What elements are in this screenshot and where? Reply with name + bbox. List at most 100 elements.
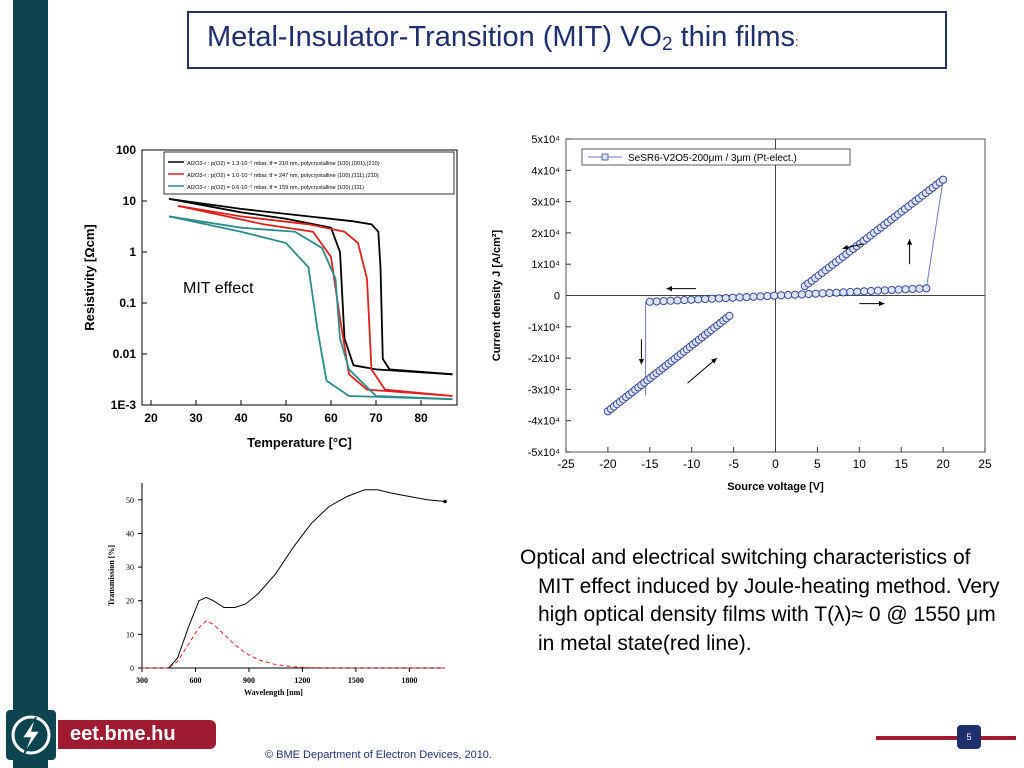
resistivity-series-heating (168, 215, 453, 401)
iv-data-point (853, 287, 862, 296)
y-tick-label: 20 (126, 597, 134, 606)
iv-data-point (749, 292, 758, 301)
y-tick-label: 0.1 (119, 296, 136, 310)
iv-data-point (694, 295, 703, 304)
y-tick-label: 4x10⁴ (531, 165, 560, 177)
x-tick-label: 60 (324, 411, 338, 425)
iv-data-point (939, 175, 948, 184)
x-tick-label: -5 (728, 457, 739, 471)
x-tick-label: 80 (414, 411, 428, 425)
iv-data-point (687, 295, 696, 304)
bme-logo (6, 710, 56, 760)
iv-data-point (714, 294, 724, 303)
footer-url[interactable]: eet.bme.hu (58, 720, 216, 749)
copyright-text: © BME Department of Electron Devices, 20… (265, 749, 492, 761)
y-tick-label: 30 (126, 563, 134, 572)
y-tick-label: -5x10⁴ (528, 447, 561, 459)
x-axis-label: Source voltage [V] (727, 481, 824, 493)
direction-arrowhead (906, 239, 913, 245)
x-tick-label: 30 (189, 411, 203, 425)
lightning-icon (11, 715, 51, 755)
y-tick-label: 1 (129, 245, 136, 259)
y-tick-label: 3x10⁴ (531, 197, 560, 209)
iv-data-point (645, 297, 654, 306)
x-tick-label: 20 (936, 457, 950, 471)
x-axis-label: Temperature [°C] (247, 435, 352, 450)
resistivity-chart: 20 30 40 50 60 70 80 100 10 1 0.1 0.01 1E-3 Temperatu… (82, 143, 458, 450)
iv-data-point (818, 289, 827, 298)
y-axis-label: Resistivity [Ωcm] (82, 224, 97, 331)
resistivity-series-cooling (177, 205, 453, 397)
x-tick-label: 40 (234, 411, 248, 425)
iv-data-point (756, 292, 765, 301)
iv-data-point (825, 288, 834, 298)
iv-data-point (866, 286, 876, 296)
iv-data-point (777, 291, 786, 300)
end-marker (443, 499, 447, 504)
iv-data-point (790, 290, 800, 299)
iv-data-point (908, 284, 917, 294)
x-tick-label: 300 (136, 676, 148, 685)
y-tick-label: -3x10⁴ (528, 384, 561, 396)
x-tick-label: 15 (895, 457, 909, 471)
iv-data-point (721, 293, 730, 303)
iv-data-point (922, 284, 931, 293)
y-tick-label: 2x10⁴ (531, 228, 560, 240)
y-tick-label: 0 (554, 291, 560, 303)
description-text: Optical and electrical switching charact… (520, 546, 1000, 655)
y-tick-label: 1x10⁴ (531, 259, 560, 271)
iv-data-point (659, 296, 668, 306)
x-tick-label: -25 (557, 457, 575, 471)
iv-data-point (707, 294, 717, 303)
iv-data-point (804, 289, 813, 299)
x-tick-label: 1500 (348, 676, 364, 685)
y-axis-label: Transmission [%] (107, 545, 116, 606)
transmission-chart: 300 600 900 1200 1500 1800 0 10 20 30 40 50 Waveleng… (107, 483, 447, 697)
x-axis-label: Wavelength [nm] (244, 688, 303, 697)
iv-data-point (742, 292, 751, 302)
transmission-chart-panel: 300 600 900 1200 1500 1800 0 10 20 30 40 50 Waveleng… (100, 475, 465, 710)
y-tick-label: -1x10⁴ (528, 322, 561, 334)
iv-data-point (811, 289, 820, 298)
x-tick-label: 20 (144, 411, 158, 425)
footer-accent-line (876, 736, 1016, 740)
switch-line (925, 179, 944, 289)
iv-data-point (763, 291, 772, 301)
title-box: Metal-Insulator-Transition (MIT) VO2 thi… (187, 11, 947, 69)
page-number: 5 (957, 725, 981, 749)
iv-data-point (832, 288, 841, 297)
y-tick-label: -4x10⁴ (528, 416, 561, 428)
iv-data-point (846, 287, 855, 297)
iv-data-point (735, 293, 744, 302)
iv-data-point (860, 287, 869, 296)
iv-data-point (652, 297, 661, 306)
direction-arrow (687, 357, 718, 384)
direction-arrowhead (638, 358, 645, 365)
legend-label: Al2O3-r : p(O2) = 1.0·10⁻² mbar, tf = 24… (187, 173, 379, 179)
iv-data-point (894, 285, 903, 294)
y-tick-label: 50 (126, 496, 134, 505)
y-axis-label: Current density J [A/cm²] (491, 229, 503, 361)
slide-title: Metal-Insulator-Transition (MIT) VO2 thi… (207, 21, 799, 55)
direction-arrowhead (879, 301, 885, 307)
iv-data-point (873, 286, 883, 295)
resistivity-series-cooling (168, 215, 453, 401)
x-tick-label: 25 (978, 457, 992, 471)
direction-arrowhead (842, 244, 849, 250)
legend-label: SeSR6-V2O5-200μm / 3μm (Pt-elect.) (628, 153, 797, 164)
x-tick-label: 5 (814, 457, 821, 471)
x-tick-label: 70 (369, 411, 383, 425)
x-tick-label: 600 (189, 676, 201, 685)
iv-data-point (915, 284, 924, 293)
y-tick-label: 5x10⁴ (531, 134, 560, 146)
plot-frame (141, 149, 458, 406)
iv-data-point (701, 294, 710, 304)
resistivity-series-heating (168, 198, 453, 376)
iv-data-point (725, 311, 734, 320)
y-tick-label: 40 (126, 529, 134, 538)
direction-arrowhead (666, 286, 672, 292)
y-tick-label: 10 (126, 630, 134, 639)
y-tick-label: 0 (130, 664, 134, 673)
resistivity-chart-panel: 20 30 40 50 60 70 80 100 10 1 0.1 0.01 1E-3 Temperatu… (80, 122, 460, 457)
iv-data-point (839, 288, 848, 297)
